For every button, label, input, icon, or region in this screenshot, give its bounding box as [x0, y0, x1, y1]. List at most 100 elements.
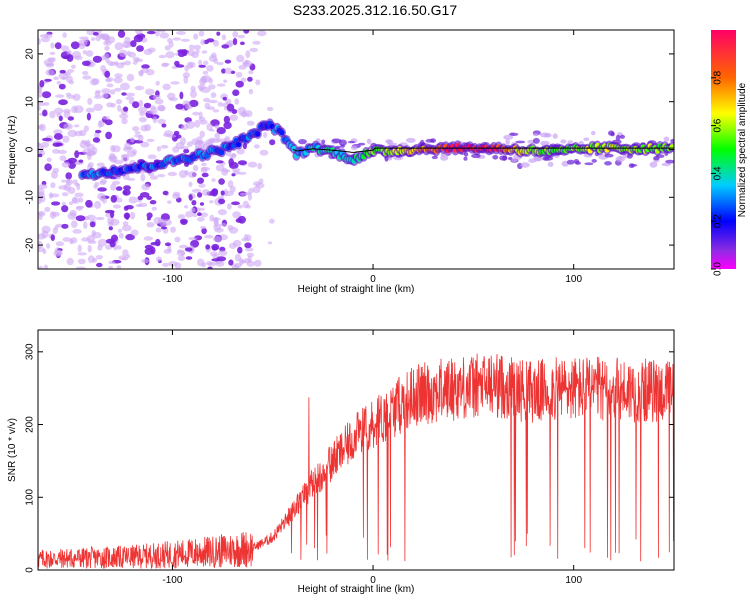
- noise-blob: [66, 257, 74, 266]
- noise-blob: [350, 145, 358, 151]
- noise-blob: [74, 130, 83, 137]
- noise-blob: [206, 38, 215, 43]
- noise-blob: [44, 78, 52, 82]
- noise-blob: [575, 161, 581, 165]
- noise-blob: [236, 171, 247, 175]
- noise-blob: [87, 97, 93, 105]
- noise-blob: [198, 59, 203, 67]
- noise-blob: [45, 69, 55, 76]
- noise-blob: [184, 247, 193, 252]
- noise-blob: [620, 134, 625, 139]
- noise-blob: [191, 188, 202, 193]
- noise-blob: [54, 107, 64, 115]
- noise-blob: [61, 179, 67, 183]
- snr-y-label: SNR (10 * v/v): [7, 418, 18, 482]
- noise-blob: [511, 158, 518, 163]
- noise-blob: [237, 34, 246, 39]
- noise-blob: [185, 211, 194, 218]
- x-tick-label: 100: [565, 274, 582, 285]
- noise-blob: [405, 137, 416, 143]
- colorbar-tick-label: 0.8: [713, 70, 724, 84]
- noise-blob: [146, 30, 156, 35]
- noise-blob: [113, 159, 124, 165]
- noise-blob: [208, 137, 216, 143]
- noise-blob: [192, 164, 199, 172]
- noise-blob: [123, 205, 129, 211]
- noise-blob: [53, 129, 63, 135]
- noise-blob: [199, 130, 205, 138]
- noise-blob: [116, 245, 122, 250]
- noise-blob: [44, 163, 52, 171]
- noise-blob: [211, 258, 221, 262]
- noise-blob: [155, 227, 162, 233]
- noise-blob: [115, 99, 123, 105]
- noise-blob: [615, 134, 621, 141]
- noise-blob: [140, 173, 146, 182]
- noise-blob: [49, 51, 56, 56]
- noise-blob: [53, 76, 59, 81]
- noise-blob: [95, 216, 105, 221]
- noise-blob: [130, 229, 139, 236]
- noise-blob: [117, 228, 123, 233]
- noise-blob: [62, 237, 71, 242]
- noise-blob: [155, 30, 160, 37]
- noise-blob: [232, 31, 239, 38]
- noise-blob: [218, 198, 226, 205]
- noise-blob: [79, 36, 86, 40]
- noise-blob: [220, 190, 225, 196]
- noise-blob: [552, 133, 558, 139]
- noise-blob: [117, 30, 126, 38]
- noise-blob: [69, 209, 77, 217]
- noise-blob: [108, 260, 116, 265]
- noise-blob: [245, 50, 251, 59]
- noise-blob: [55, 94, 65, 98]
- noise-blob: [208, 99, 218, 104]
- noise-blob: [92, 78, 100, 85]
- noise-blob: [75, 266, 86, 269]
- noise-blob: [216, 127, 226, 135]
- noise-blob: [200, 39, 206, 46]
- noise-blob: [232, 38, 238, 46]
- noise-blob: [154, 98, 164, 105]
- noise-blob: [70, 41, 80, 50]
- noise-blob: [267, 241, 273, 245]
- noise-blob: [213, 217, 219, 225]
- colorbar: 0.0 0.2 0.4 0.6 0.8 Normalized spectral ampl…: [711, 30, 748, 276]
- noise-blob: [74, 150, 80, 159]
- noise-blob: [54, 42, 62, 50]
- noise-blob: [134, 85, 145, 91]
- noise-blob: [231, 173, 236, 177]
- noise-blob: [137, 134, 144, 142]
- noise-blob: [69, 237, 78, 244]
- noise-blob: [189, 90, 197, 98]
- noise-blob: [670, 138, 674, 143]
- noise-blob: [114, 61, 119, 65]
- noise-blob: [226, 103, 235, 112]
- noise-blob: [121, 154, 130, 163]
- noise-blob: [164, 242, 172, 247]
- noise-blob: [215, 160, 224, 164]
- noise-blob: [237, 204, 243, 209]
- noise-blob: [257, 162, 262, 170]
- noise-blob: [143, 48, 153, 56]
- noise-blob: [103, 53, 110, 60]
- noise-blob: [177, 255, 186, 261]
- y-tick-label: 0: [25, 567, 36, 573]
- noise-blob: [187, 49, 196, 56]
- noise-blob: [425, 138, 435, 143]
- noise-blob: [174, 236, 181, 243]
- noise-blob: [223, 79, 228, 83]
- noise-blob: [95, 254, 103, 260]
- noise-blob: [615, 156, 625, 163]
- noise-blob: [73, 124, 80, 128]
- noise-blob: [232, 89, 240, 96]
- noise-blob: [63, 123, 73, 130]
- noise-blob: [155, 256, 162, 262]
- noise-blob: [177, 214, 186, 220]
- noise-blob: [57, 149, 67, 155]
- noise-blob: [222, 96, 227, 101]
- noise-blob: [532, 137, 540, 144]
- noise-blob: [130, 40, 137, 48]
- noise-blob: [55, 249, 62, 256]
